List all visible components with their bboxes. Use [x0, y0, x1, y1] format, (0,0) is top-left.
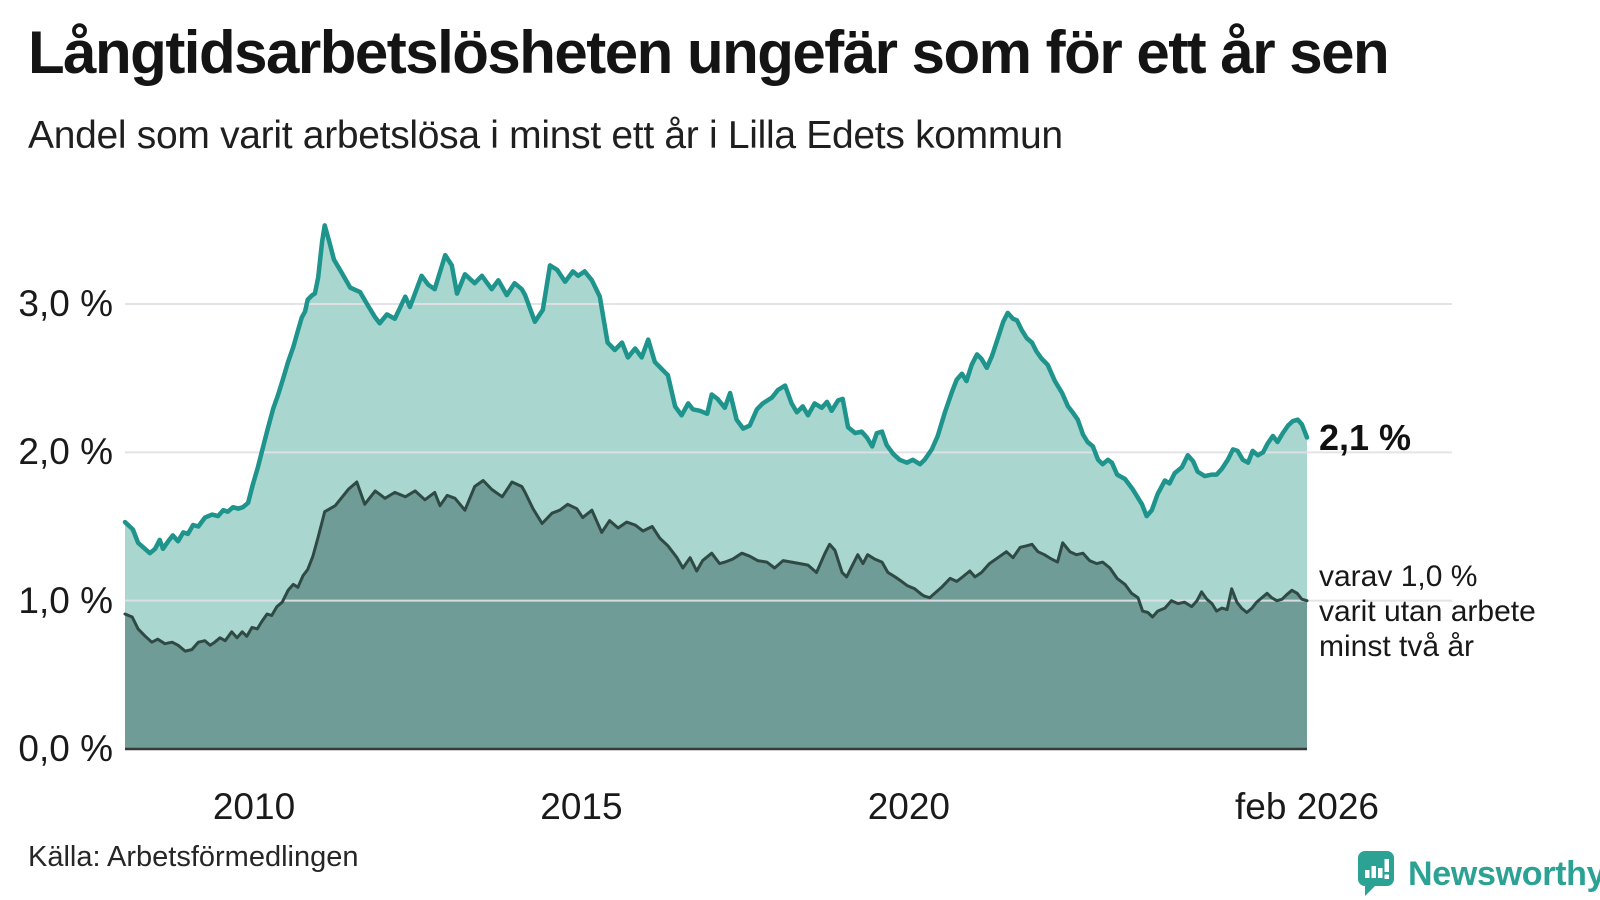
- page-title: Långtidsarbetslösheten ungefär som för e…: [28, 19, 1390, 86]
- newsworthy-bubble-icon: [1358, 851, 1394, 896]
- x-tick-label-2015: 2015: [540, 786, 623, 827]
- x-tick-label-2020: 2020: [867, 786, 950, 827]
- secondary-series-annotation: varav 1,0 % varit utan arbete minst två …: [1319, 559, 1536, 664]
- y-tick-label-0: 0,0 %: [18, 728, 113, 769]
- x-tick-label-feb-2026: feb 2026: [1234, 786, 1380, 827]
- series-min-two-years-line: [123, 479, 1309, 653]
- series-min-one-year-line: [122, 223, 1310, 556]
- secondary-annotation-line-3: minst två år: [1319, 630, 1475, 663]
- source-attribution: Källa: Arbetsförmedlingen: [28, 841, 359, 873]
- series-min-one-year-area: [125, 225, 1307, 749]
- y-tick-label-2: 2,0 %: [18, 431, 113, 473]
- secondary-annotation-line-1: varav 1,0 %: [1319, 560, 1478, 593]
- secondary-annotation-line-2: varit utan arbete: [1319, 595, 1536, 628]
- x-tick-label-2010: 2010: [212, 786, 296, 827]
- primary-series-end-value-label: 2,1 %: [1319, 417, 1412, 458]
- y-tick-label-1: 1,0 %: [18, 579, 113, 621]
- newsworthy-wordmark: Newsworthy: [1408, 854, 1600, 893]
- newsworthy-logo: Newsworthy: [1358, 850, 1600, 898]
- y-tick-label-3: 3,0 %: [18, 283, 113, 324]
- series-min-two-years-area: [125, 480, 1307, 749]
- chart-subtitle: Andel som varit arbetslösa i minst ett å…: [28, 114, 1063, 157]
